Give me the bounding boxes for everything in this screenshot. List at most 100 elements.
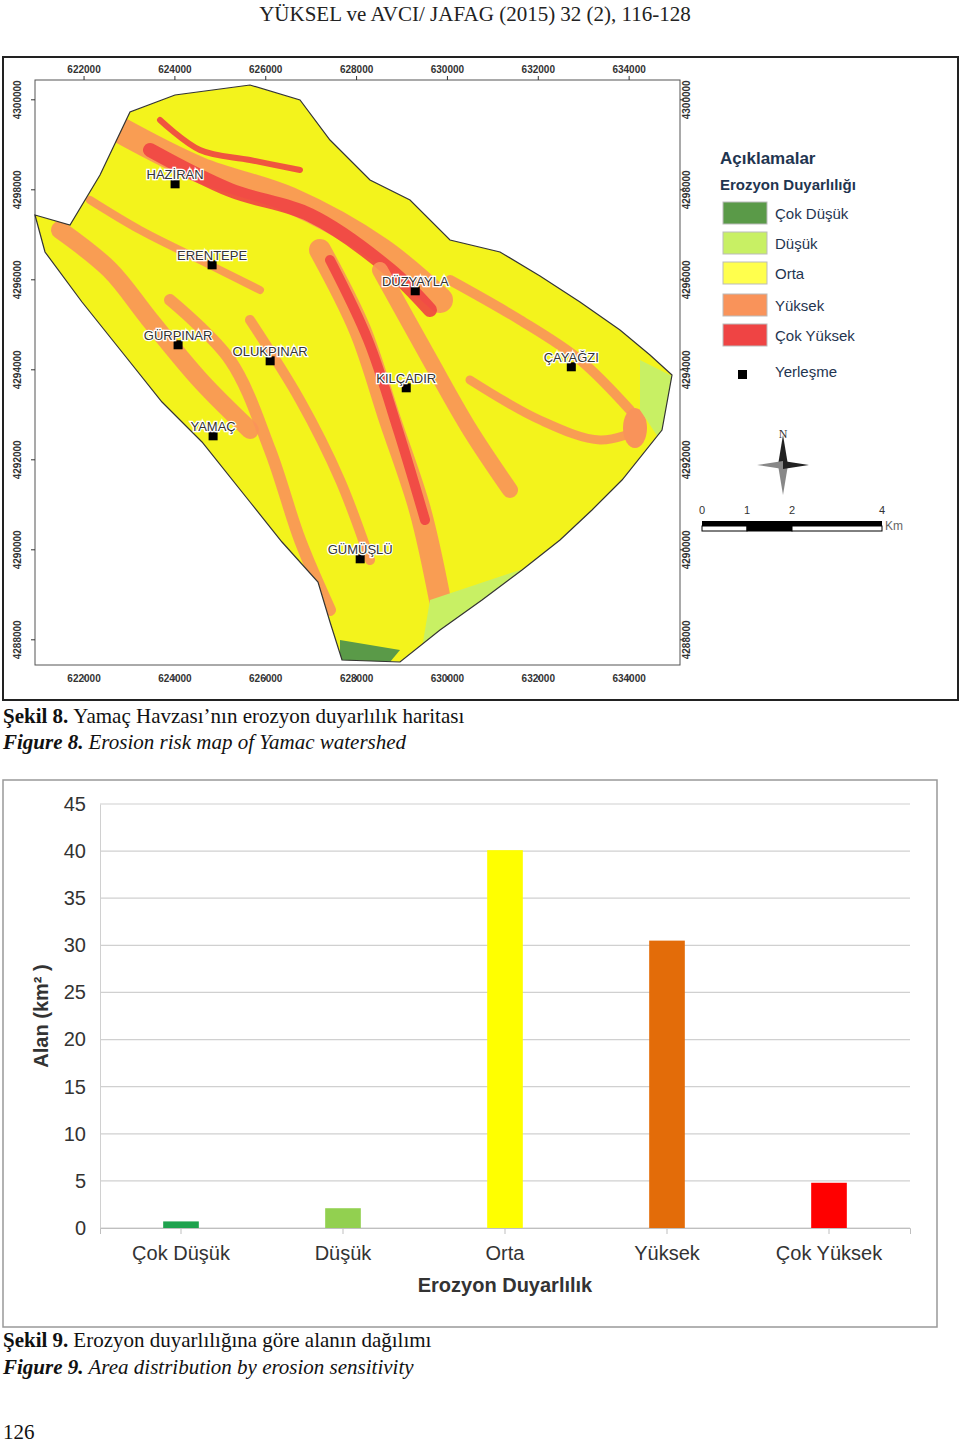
- settlement-label: DÜZYAYLA: [382, 274, 449, 289]
- low-zone: [420, 560, 560, 660]
- caption-label: Figure 8.: [2, 730, 84, 754]
- x-tick-mark: [343, 1228, 344, 1234]
- y-tick: 40: [64, 840, 100, 862]
- x-tick: Orta: [486, 1228, 526, 1264]
- scale-bar-unit: Km: [885, 519, 903, 533]
- legend-swatch: [723, 262, 767, 284]
- settlement-label: OLUKPINAR: [233, 344, 308, 359]
- map-y-tick-label: 4294000: [12, 350, 23, 389]
- map-y-tick-label: 4290000: [681, 530, 692, 569]
- map-y-tick-label: 4298000: [681, 170, 692, 209]
- y-tick-label: 20: [64, 1028, 86, 1050]
- y-tick-label: 5: [75, 1170, 86, 1192]
- map-x-tick: [356, 76, 357, 80]
- y-axis-line: [100, 805, 101, 1229]
- settlement-label: HAZİRAN: [147, 167, 204, 182]
- map-x-tick-label: 628000: [340, 64, 374, 75]
- legend-label: Orta: [775, 265, 805, 282]
- map-x-tick-label: 624000: [158, 673, 192, 684]
- caption-label: Figure 9.: [2, 1355, 84, 1379]
- map-y-tick: [31, 279, 35, 280]
- map-x-tick-label: 622000: [67, 64, 101, 75]
- low-zone: [340, 640, 400, 662]
- grid-line: [100, 803, 910, 804]
- legend-label: Yerleşme: [775, 363, 837, 380]
- risk-zone: [160, 120, 300, 170]
- map-y-tick: [31, 99, 35, 100]
- caption-text: Erosion risk map of Yamac watershed: [88, 730, 407, 754]
- map-y-tick-label: 4292000: [12, 440, 23, 479]
- risk-zone: [320, 250, 440, 600]
- map-y-tick-label: 4290000: [12, 530, 23, 569]
- north-label: N: [779, 427, 788, 441]
- basin-area: [35, 85, 672, 662]
- caption-label: Şekil 8.: [3, 704, 68, 728]
- y-tick-label: 45: [64, 793, 86, 815]
- settlement-label: GÜRPINAR: [144, 328, 213, 343]
- y-tick: 30: [64, 934, 100, 956]
- map-y-tick: [31, 639, 35, 640]
- map-y-tick-label: 4298000: [12, 170, 23, 209]
- caption-en: Figure 9.Area distribution by erosion se…: [2, 1355, 414, 1379]
- legend-title: Açıklamalar: [720, 149, 816, 168]
- risk-zone: [170, 300, 330, 610]
- map-x-tick-label: 626000: [249, 673, 283, 684]
- legend-settlement-symbol: [738, 370, 747, 379]
- caption-text: Area distribution by erosion sensitivity: [87, 1355, 415, 1379]
- x-axis-title: Erozyon Duyarlılık: [418, 1274, 593, 1296]
- x-tick: Çok Düşük: [132, 1228, 231, 1264]
- x-axis: Çok Düşük Düşük Orta Yüksek Çok Yüksek: [101, 1228, 911, 1264]
- map-x-tick-label: 626000: [249, 64, 283, 75]
- map-x-tick-label: 632000: [522, 64, 556, 75]
- caption-text: Erozyon duyarlılığına göre alanın dağılı…: [73, 1328, 431, 1352]
- legend-swatch: [723, 294, 767, 316]
- map-y-tick-label: 4296000: [681, 260, 692, 299]
- map-y-tick-label: 4300000: [12, 80, 23, 119]
- map-y-tick-label: 4292000: [681, 440, 692, 479]
- caption-tr: Şekil 8.Yamaç Havzası’nın erozyon duyarl…: [3, 704, 464, 728]
- north-arrow: [757, 435, 809, 495]
- scale-bar-label: 0: [699, 504, 705, 516]
- map-y-tick-label: 4294000: [681, 350, 692, 389]
- legend-label: Yüksek: [775, 297, 825, 314]
- y-axis-title: Alan (km² ): [30, 964, 52, 1067]
- y-tick-label: 0: [75, 1217, 86, 1239]
- y-tick: 5: [75, 1170, 100, 1192]
- legend-swatch: [723, 232, 767, 254]
- bars: [163, 850, 847, 1228]
- x-tick: Yüksek: [634, 1228, 701, 1264]
- y-tick: 10: [64, 1123, 100, 1145]
- caption-label: Şekil 9.: [3, 1328, 68, 1352]
- grid: [100, 804, 910, 1228]
- risk-zone: [450, 280, 630, 410]
- x-tick: Düşük: [315, 1228, 373, 1264]
- map-y-tick: [31, 459, 35, 460]
- risk-zone: [470, 380, 640, 440]
- map-frame: [3, 57, 958, 700]
- basin-outline: [35, 85, 672, 662]
- legend-swatch: [723, 202, 767, 224]
- y-tick-label: 15: [64, 1076, 86, 1098]
- x-tick-label: Orta: [486, 1242, 526, 1264]
- y-tick: 15: [64, 1076, 100, 1098]
- map-x-tick-label: 634000: [612, 673, 646, 684]
- x-tick-mark: [181, 1228, 182, 1234]
- map-x-tick: [265, 76, 266, 80]
- x-tick-label: Çok Yüksek: [776, 1242, 883, 1264]
- map-x-tick: [84, 76, 85, 80]
- chart-frame: [3, 780, 937, 1327]
- x-tick-label: Düşük: [315, 1242, 373, 1264]
- map-x-tick-label: 632000: [522, 673, 556, 684]
- scale-bar-label: 4: [879, 504, 885, 516]
- x-tick-mark: [667, 1228, 668, 1234]
- page-number: 126: [3, 1420, 35, 1440]
- map-x-tick-label: 628000: [340, 673, 374, 684]
- low-zone: [640, 360, 680, 440]
- scale-bar-segment: [747, 521, 792, 526]
- map-x-tick: [447, 76, 448, 80]
- map-x-tick-label: 630000: [431, 64, 465, 75]
- settlement-label: YAMAÇ: [190, 419, 235, 434]
- x-tick-label: Yüksek: [634, 1242, 701, 1264]
- x-tick-label: Çok Düşük: [132, 1242, 231, 1264]
- risk-zone: [90, 200, 260, 290]
